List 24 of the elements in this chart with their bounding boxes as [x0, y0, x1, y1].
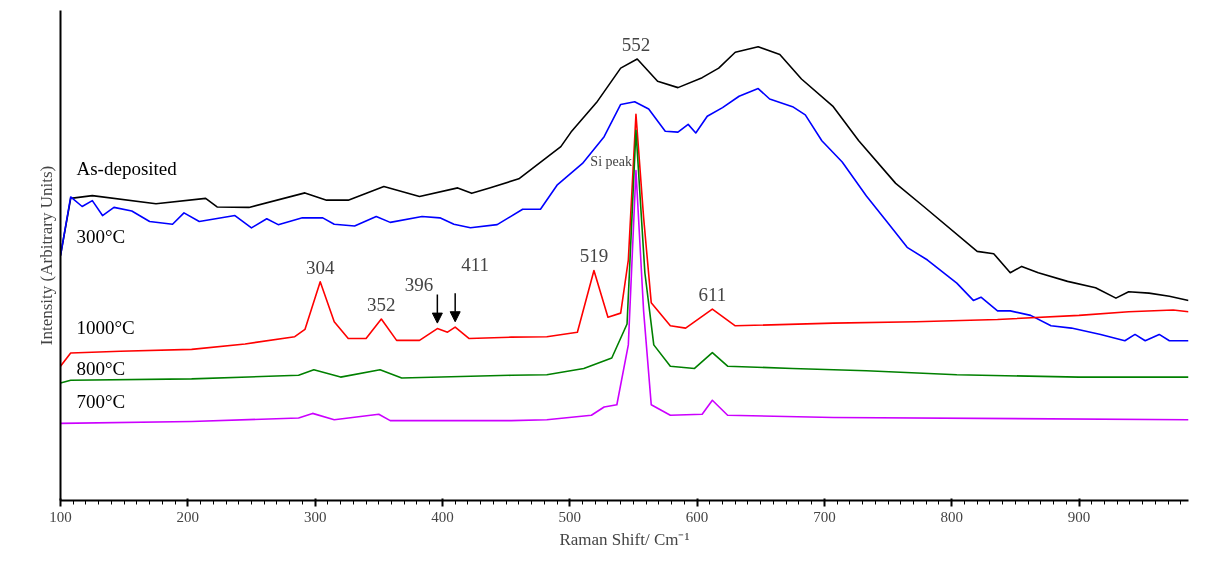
- series-label: As-deposited: [76, 157, 178, 179]
- x-tick-label: 800: [940, 508, 963, 525]
- x-tick-label: 900: [1067, 508, 1091, 525]
- series-label: 300°C: [76, 226, 126, 248]
- x-tick-label: 700: [813, 508, 836, 525]
- series-label: 800°C: [76, 357, 126, 379]
- annotation: 519: [579, 245, 609, 267]
- x-tick-label: 500: [558, 508, 582, 525]
- annotation: 411: [461, 254, 489, 276]
- annotation: 611: [698, 284, 727, 306]
- series-label: 1000°C: [76, 316, 135, 338]
- y-axis-title: Intensity (Arbitrary Units): [36, 165, 56, 346]
- annotation: 396: [404, 273, 434, 295]
- x-tick-label: 200: [176, 508, 200, 525]
- x-tick-label: 300: [303, 508, 327, 525]
- x-axis-title: Raman Shift/ Cm⁻¹: [559, 529, 690, 549]
- x-tick-label: 400: [431, 508, 454, 525]
- series-label: 700°C: [76, 390, 126, 412]
- annotation: Si peak: [590, 154, 632, 170]
- annotation: 352: [367, 294, 396, 316]
- annotation: 552: [621, 34, 651, 56]
- x-tick-label: 100: [49, 508, 72, 525]
- x-tick-label: 600: [685, 508, 709, 525]
- annotation: 304: [305, 256, 335, 278]
